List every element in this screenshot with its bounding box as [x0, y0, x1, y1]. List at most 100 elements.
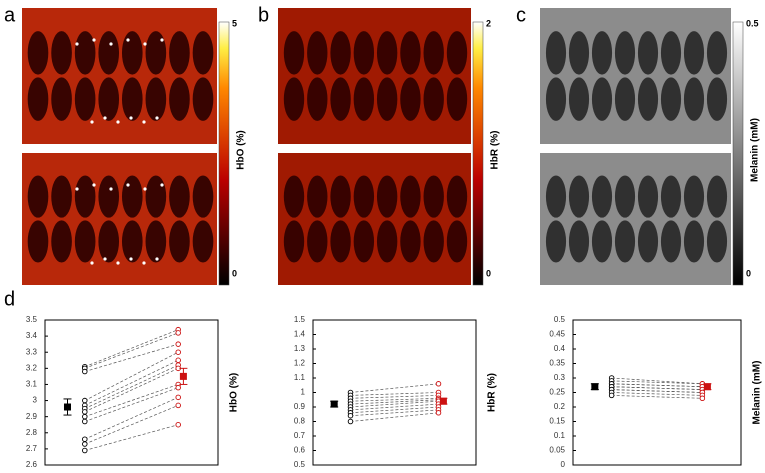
image-structure: [683, 220, 705, 263]
y-tick-label: 0.45: [549, 330, 565, 339]
image-structure: [27, 77, 49, 121]
image-structure: [145, 77, 167, 121]
image-structure: [353, 31, 375, 75]
data-point: [175, 384, 181, 391]
image-structure: [660, 77, 682, 121]
pair-line: [84, 351, 179, 401]
image-structure: [545, 220, 567, 263]
image-structure: [74, 77, 96, 121]
colorbar-min: 0: [746, 268, 751, 278]
y-tick-label: 3: [33, 396, 38, 405]
image-background: [540, 8, 731, 144]
image-structure: [591, 175, 613, 218]
pair-line: [350, 397, 439, 402]
y-axis-label: HbR (%): [487, 373, 498, 412]
data-point: [608, 392, 615, 399]
image-structure: [423, 220, 444, 263]
image-structure: [637, 175, 659, 218]
image-structure: [145, 220, 167, 263]
pair-line: [84, 332, 179, 369]
colorbar-min: 0: [486, 268, 491, 278]
pair-line: [611, 392, 703, 396]
y-tick-label: 1.2: [294, 359, 306, 368]
image-structure: [683, 77, 705, 121]
image-structure: [568, 175, 590, 218]
panel-label: d: [4, 288, 15, 310]
pair-line: [611, 377, 703, 385]
image-structure: [51, 220, 72, 263]
y-tick-label: 3.3: [26, 347, 38, 356]
image-structure: [545, 175, 567, 218]
mean-marker: [63, 403, 71, 411]
image-background: [278, 153, 471, 285]
pair-line: [350, 395, 439, 399]
image-structure: [376, 220, 398, 263]
y-tick-label: 2.8: [26, 428, 38, 437]
panel-label: b: [258, 4, 269, 26]
plot-frame: [572, 319, 742, 466]
pair-line: [84, 384, 179, 417]
image-structure: [27, 220, 49, 263]
data-point: [699, 395, 706, 402]
data-point: [82, 409, 88, 415]
mean-marker: [179, 372, 187, 380]
data-point: [347, 418, 354, 425]
image-structure: [27, 175, 49, 218]
data-point: [82, 441, 88, 447]
colorbar: [472, 21, 484, 286]
image-structure: [98, 175, 120, 218]
marker-dot: [90, 261, 94, 265]
pair-line: [350, 392, 439, 396]
y-tick-label: 0.1: [554, 431, 566, 440]
mean-marker: [439, 397, 447, 405]
pair-line: [84, 405, 179, 445]
data-point: [175, 357, 181, 364]
image-structure: [353, 175, 375, 218]
image-structure: [121, 77, 143, 121]
y-tick-label: 1.5: [294, 315, 306, 324]
mean-marker: [330, 400, 338, 408]
pair-line: [611, 383, 703, 388]
image-structure: [400, 77, 421, 121]
image-structure: [706, 31, 728, 75]
image-structure: [121, 220, 143, 263]
pair-line: [84, 359, 179, 406]
image-structure: [74, 220, 96, 263]
plot-frame: [312, 319, 477, 466]
marker-dot: [142, 120, 146, 124]
marker-dot: [116, 261, 120, 265]
image-structure: [169, 31, 190, 75]
image-structure: [706, 175, 728, 218]
pair-line: [84, 397, 179, 440]
pair-line: [84, 424, 179, 451]
y-axis-label: HbO (%): [229, 373, 240, 412]
image-structure: [330, 175, 351, 218]
marker-dot: [90, 120, 94, 124]
image-background: [22, 8, 217, 144]
colorbar: [218, 21, 230, 286]
pair-line: [611, 395, 703, 399]
image-structure: [121, 175, 143, 218]
image-structure: [330, 31, 351, 75]
data-point: [347, 412, 354, 419]
image-structure: [591, 220, 613, 263]
image-structure: [400, 220, 421, 263]
image-structure: [330, 77, 351, 121]
y-tick-label: 2.6: [26, 460, 38, 469]
marker-dot: [129, 116, 133, 120]
image-structure: [353, 77, 375, 121]
pair-line: [350, 412, 439, 422]
y-tick-label: 0.9: [294, 402, 306, 411]
image-structure: [400, 31, 421, 75]
image-structure: [74, 175, 96, 218]
y-tick-label: 0.5: [554, 315, 566, 324]
image-structure: [660, 175, 682, 218]
image-structure: [591, 31, 613, 75]
data-point: [175, 421, 181, 428]
marker-dot: [160, 183, 164, 187]
y-tick-label: 3.4: [26, 331, 38, 340]
plot-frame: [44, 319, 219, 466]
image-structure: [145, 31, 167, 75]
marker-dot: [155, 116, 159, 120]
y-tick-label: 2.7: [26, 444, 38, 453]
